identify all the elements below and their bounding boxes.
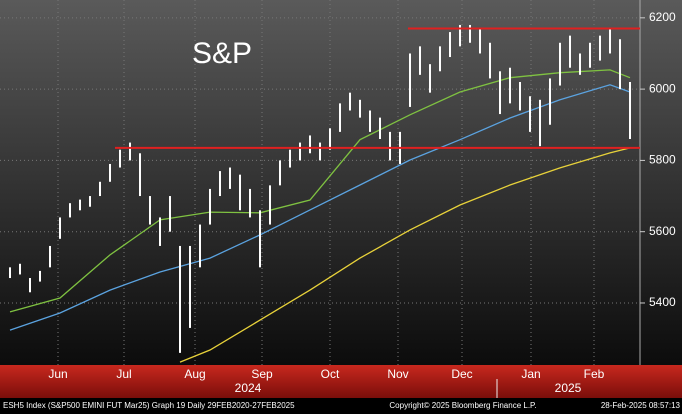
footer-right: 28-Feb-2025 08:57:13	[601, 401, 681, 410]
x-tick-label: Jun	[48, 367, 67, 381]
y-tick-label: 5800	[649, 153, 676, 167]
x-tick-label: Feb	[584, 367, 605, 381]
y-tick-label: 5400	[649, 295, 676, 309]
x-tick-label: Aug	[184, 367, 205, 381]
moving-average-line	[179, 147, 631, 363]
moving-average-line	[9, 84, 631, 331]
footer-center: Copyright© 2025 Bloomberg Finance L.P.	[389, 401, 536, 410]
y-tick-label: 6200	[649, 10, 676, 24]
x-tick-label: Oct	[321, 367, 340, 381]
year-label: 2025	[555, 381, 582, 395]
y-tick-label: 5600	[649, 224, 676, 238]
x-tick-label: Nov	[387, 367, 408, 381]
x-axis-band	[0, 365, 682, 398]
marks	[9, 24, 640, 363]
x-tick-label: Jul	[116, 367, 131, 381]
y-tick-label: 6000	[649, 81, 676, 95]
chart-title: S&P	[192, 37, 252, 70]
labels: 5400 5600 5800 6000 6200 Jun Jul Aug Sep Oct Nov De…	[48, 10, 676, 398]
x-tick-label: Dec	[451, 367, 472, 381]
footer-band	[0, 398, 682, 414]
year-label: 2024	[235, 381, 262, 395]
footer-left: ESH5 Index (S&P500 EMINI FUT Mar25) Grap…	[3, 401, 295, 410]
x-tick-label: Jan	[521, 367, 540, 381]
x-tick-label: Sep	[251, 367, 273, 381]
plot-background	[0, 0, 682, 365]
moving-average-line	[9, 69, 631, 313]
